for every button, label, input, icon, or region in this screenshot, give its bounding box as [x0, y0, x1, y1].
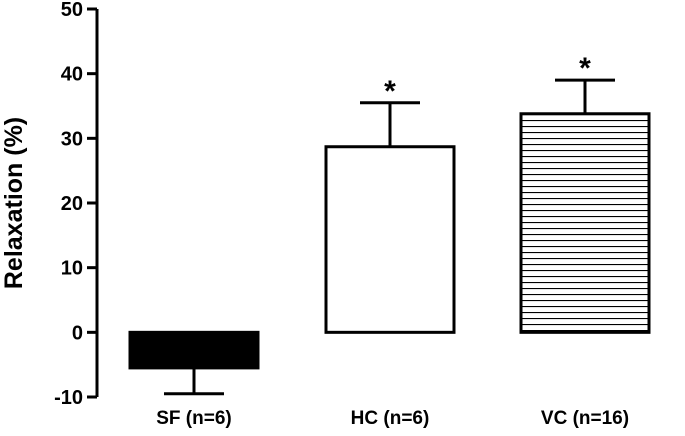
significance-marker: *	[579, 52, 591, 85]
y-tick-label: 20	[61, 193, 83, 215]
y-tick-label: 10	[61, 258, 83, 280]
y-tick-label: -10	[54, 387, 83, 409]
category-label: SF (n=6)	[156, 408, 231, 429]
y-tick-label: 40	[61, 64, 83, 86]
y-axis-label: Relaxation (%)	[0, 117, 28, 289]
y-tick-label: 30	[61, 128, 83, 150]
bar	[128, 330, 260, 370]
y-tick-label: 0	[72, 322, 83, 344]
category-label: HC (n=6)	[351, 408, 430, 429]
category-label: VC (n=16)	[541, 408, 629, 429]
bars: SF (n=6) * HC (n=6) * VC (n=16)	[128, 52, 651, 429]
bar	[324, 145, 456, 334]
y-tick-label: 50	[61, 0, 83, 21]
significance-marker: *	[384, 75, 396, 108]
bar	[519, 112, 651, 334]
y-axis: -10 0 10 20 30 40 50	[54, 0, 99, 409]
